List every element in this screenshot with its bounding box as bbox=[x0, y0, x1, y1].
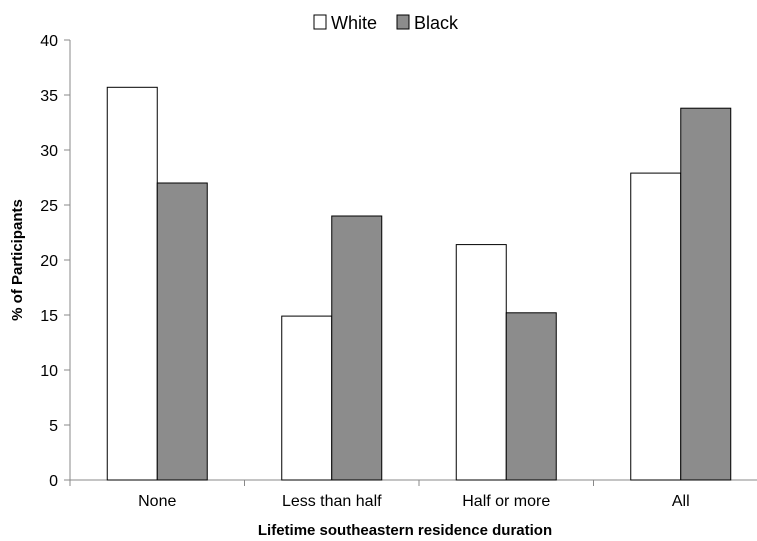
x-axis: None Less than half Half or more All bbox=[69, 479, 757, 510]
y-tick-label: 40 bbox=[40, 33, 58, 50]
bar-white-all bbox=[630, 172, 682, 481]
bar-black-less-than-half bbox=[331, 215, 383, 481]
x-tick-label: Half or more bbox=[462, 493, 550, 510]
legend-label: Black bbox=[414, 13, 459, 33]
bars bbox=[106, 86, 732, 481]
legend-item-white: White bbox=[313, 13, 377, 33]
y-tick-label: 0 bbox=[49, 473, 58, 490]
y-tick-label: 20 bbox=[40, 253, 58, 270]
y-tick-label: 10 bbox=[40, 363, 58, 380]
bar-white-half-or-more bbox=[455, 244, 507, 481]
y-tick-label: 35 bbox=[40, 88, 58, 105]
x-tick-label: Less than half bbox=[282, 493, 382, 510]
legend-label: White bbox=[331, 13, 377, 33]
x-tick-label: All bbox=[672, 493, 690, 510]
y-axis-title: % of Participants bbox=[9, 199, 26, 321]
bar-white-less-than-half bbox=[281, 315, 333, 481]
y-tick-label: 25 bbox=[40, 198, 58, 215]
bar-black-half-or-more bbox=[505, 312, 557, 481]
legend: White Black bbox=[313, 13, 459, 33]
legend-item-black: Black bbox=[396, 13, 459, 33]
y-tick-label: 5 bbox=[49, 418, 58, 435]
bar-black-all bbox=[680, 107, 732, 481]
legend-swatch bbox=[313, 14, 327, 30]
y-axis: 0 5 10 15 20 25 30 35 40 bbox=[40, 33, 71, 490]
bar-white-none bbox=[106, 86, 158, 481]
x-axis-title: Lifetime southeastern residence duration bbox=[258, 522, 552, 539]
y-tick-label: 30 bbox=[40, 143, 58, 160]
legend-swatch bbox=[396, 14, 410, 30]
y-tick-label: 15 bbox=[40, 308, 58, 325]
bar-black-none bbox=[156, 182, 208, 481]
x-tick-label: None bbox=[138, 493, 176, 510]
